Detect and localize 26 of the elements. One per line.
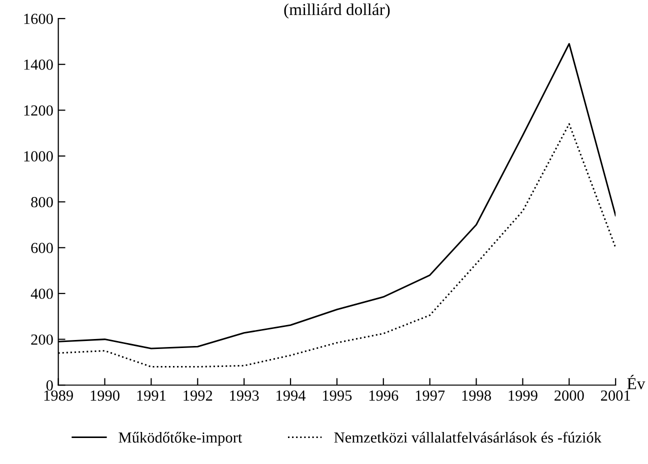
x-tick-label: 1997 <box>416 390 445 401</box>
x-tick-label: 1998 <box>462 390 491 401</box>
y-tick-label: 1400 <box>24 60 53 70</box>
y-tick-label: 200 <box>31 334 53 345</box>
y-tick-label: 1600 <box>24 14 53 24</box>
x-tick-label: 1993 <box>230 390 259 401</box>
y-tick-label: 1000 <box>24 151 53 162</box>
x-tick-label: 2001 <box>600 390 630 401</box>
y-tick-label: 0 <box>46 380 53 391</box>
y-tick-label: 600 <box>31 242 53 254</box>
x-tick-label: 1996 <box>369 390 398 401</box>
x-tick-label: 2000 <box>554 390 584 401</box>
y-tick-label: 1200 <box>24 105 53 116</box>
x-tick-label: 1999 <box>508 390 538 401</box>
x-axis-title: Év <box>627 374 646 390</box>
x-tick-label: 1989 <box>44 390 73 401</box>
x-tick-label: 1995 <box>323 390 352 401</box>
x-tick-label: 1994 <box>276 390 306 401</box>
chart-title: (milliárd dollár) <box>284 3 390 19</box>
y-tick-label: 800 <box>31 196 53 208</box>
x-tick-label: 1990 <box>90 390 120 401</box>
x-tick-label: 1991 <box>137 390 166 401</box>
x-tick-label: 1992 <box>184 390 212 401</box>
legend-label: Működőtőke-import <box>118 432 242 446</box>
y-tick-label: 400 <box>30 288 53 299</box>
legend-label: Nemzetközi vállalatfelvásárlások és -fúziók <box>334 432 602 443</box>
